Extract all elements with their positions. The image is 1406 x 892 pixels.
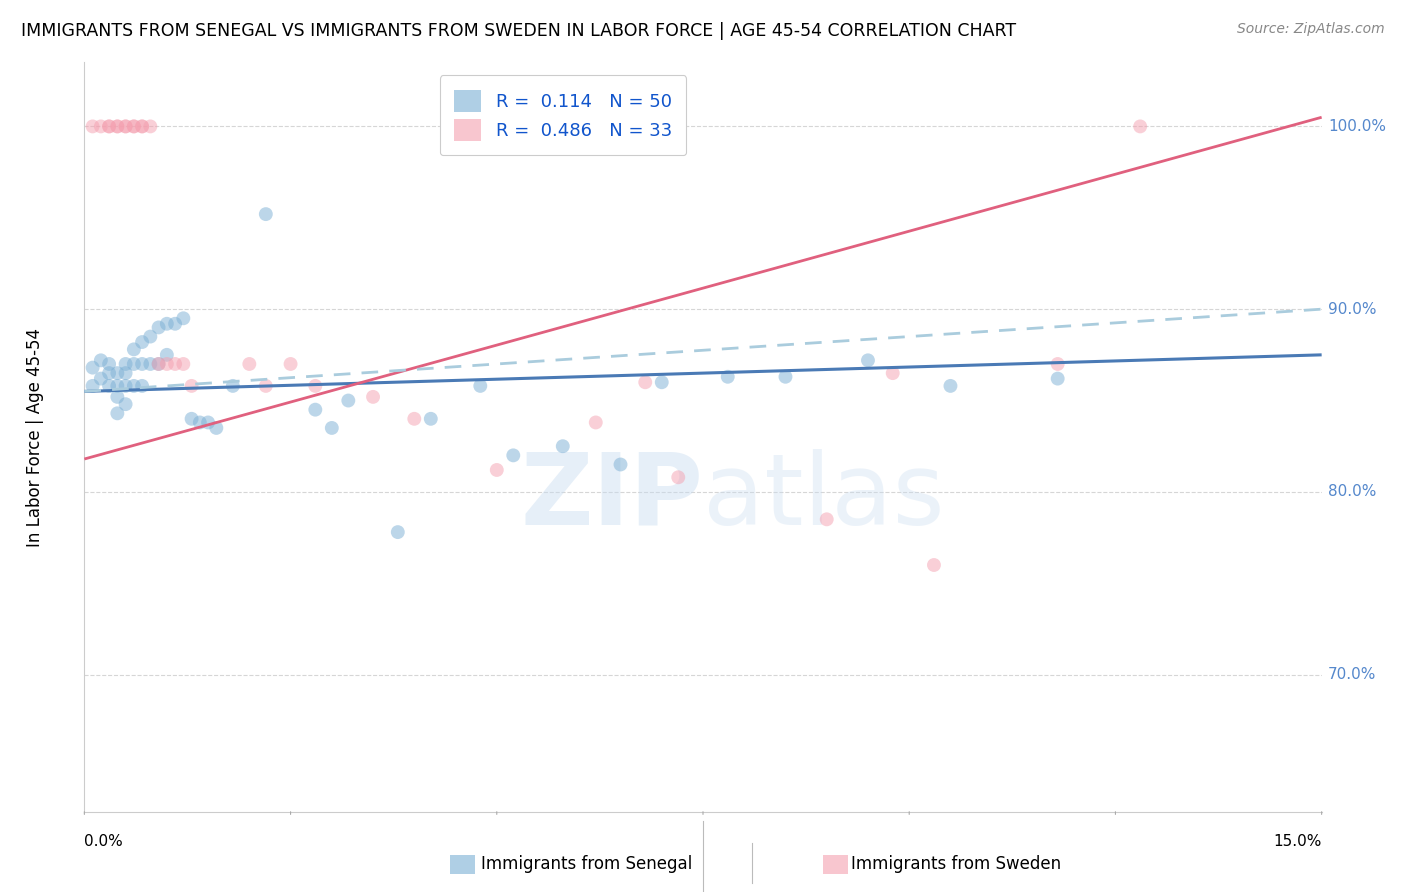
Point [156, 317, 179, 331]
Point [148, 357, 170, 371]
Point [114, 120, 136, 134]
Point [122, 120, 145, 134]
Text: 0.0%: 0.0% [84, 834, 124, 848]
Point [717, 369, 740, 384]
Point [148, 320, 170, 334]
Point [922, 558, 945, 572]
Text: 70.0%: 70.0% [1327, 667, 1376, 682]
Point [180, 379, 202, 393]
Text: Source: ZipAtlas.com: Source: ZipAtlas.com [1237, 22, 1385, 37]
Text: 90.0%: 90.0% [1327, 301, 1376, 317]
Legend: R =  0.114   N = 50, R =  0.486   N = 33: R = 0.114 N = 50, R = 0.486 N = 33 [440, 75, 686, 155]
Text: Immigrants from Senegal: Immigrants from Senegal [481, 855, 692, 873]
Point [666, 470, 689, 484]
Point [180, 412, 202, 426]
Point [882, 366, 904, 380]
Point [304, 379, 326, 393]
Point [98, 366, 121, 380]
Point [131, 379, 153, 393]
Text: IMMIGRANTS FROM SENEGAL VS IMMIGRANTS FROM SWEDEN IN LABOR FORCE | AGE 45-54 COR: IMMIGRANTS FROM SENEGAL VS IMMIGRANTS FR… [21, 22, 1017, 40]
Point [172, 357, 194, 371]
Point [1046, 371, 1069, 385]
Point [90, 120, 112, 134]
Text: 15.0%: 15.0% [1274, 834, 1322, 848]
Point [148, 357, 170, 371]
Point [470, 379, 492, 393]
Point [404, 412, 426, 426]
Point [90, 371, 112, 385]
Point [122, 120, 145, 134]
Point [165, 317, 187, 331]
Point [98, 120, 121, 134]
Point [98, 120, 121, 134]
Text: 80.0%: 80.0% [1327, 484, 1376, 500]
Point [254, 379, 277, 393]
Point [131, 334, 153, 349]
Point [98, 357, 121, 371]
Point [585, 416, 607, 430]
Point [280, 357, 302, 371]
Point [105, 120, 128, 134]
Point [419, 412, 441, 426]
Point [485, 463, 508, 477]
Text: In Labor Force | Age 45-54: In Labor Force | Age 45-54 [25, 327, 44, 547]
Point [114, 379, 136, 393]
Text: 100.0%: 100.0% [1327, 119, 1386, 134]
Point [361, 390, 384, 404]
Point [139, 357, 162, 371]
Point [254, 207, 277, 221]
Point [131, 357, 153, 371]
Point [139, 120, 162, 134]
Point [856, 353, 879, 368]
Point [82, 360, 104, 375]
Point [337, 393, 360, 408]
Point [122, 379, 145, 393]
Point [105, 406, 128, 420]
Point [205, 421, 228, 435]
Point [1046, 357, 1069, 371]
Point [238, 357, 260, 371]
Point [82, 379, 104, 393]
Text: Immigrants from Sweden: Immigrants from Sweden [851, 855, 1060, 873]
Point [387, 525, 409, 540]
Text: ZIP: ZIP [520, 449, 703, 546]
Point [172, 311, 194, 326]
Point [139, 329, 162, 343]
Point [131, 120, 153, 134]
Point [114, 120, 136, 134]
Point [165, 357, 187, 371]
Point [609, 458, 631, 472]
Point [105, 366, 128, 380]
Point [105, 120, 128, 134]
Point [82, 120, 104, 134]
Point [551, 439, 574, 453]
Point [122, 357, 145, 371]
Point [114, 397, 136, 411]
Point [502, 448, 524, 462]
Point [651, 376, 673, 390]
Point [222, 379, 245, 393]
Point [775, 369, 797, 384]
Point [197, 416, 219, 430]
Point [122, 343, 145, 357]
Point [304, 402, 326, 417]
Point [105, 379, 128, 393]
Text: atlas: atlas [703, 449, 945, 546]
Point [98, 379, 121, 393]
Point [188, 416, 211, 430]
Point [1129, 120, 1152, 134]
Point [156, 357, 179, 371]
Point [131, 120, 153, 134]
Point [815, 512, 838, 526]
Point [90, 353, 112, 368]
Point [156, 348, 179, 362]
Point [114, 357, 136, 371]
Point [105, 390, 128, 404]
Point [114, 366, 136, 380]
Point [634, 376, 657, 390]
Point [321, 421, 343, 435]
Point [939, 379, 962, 393]
